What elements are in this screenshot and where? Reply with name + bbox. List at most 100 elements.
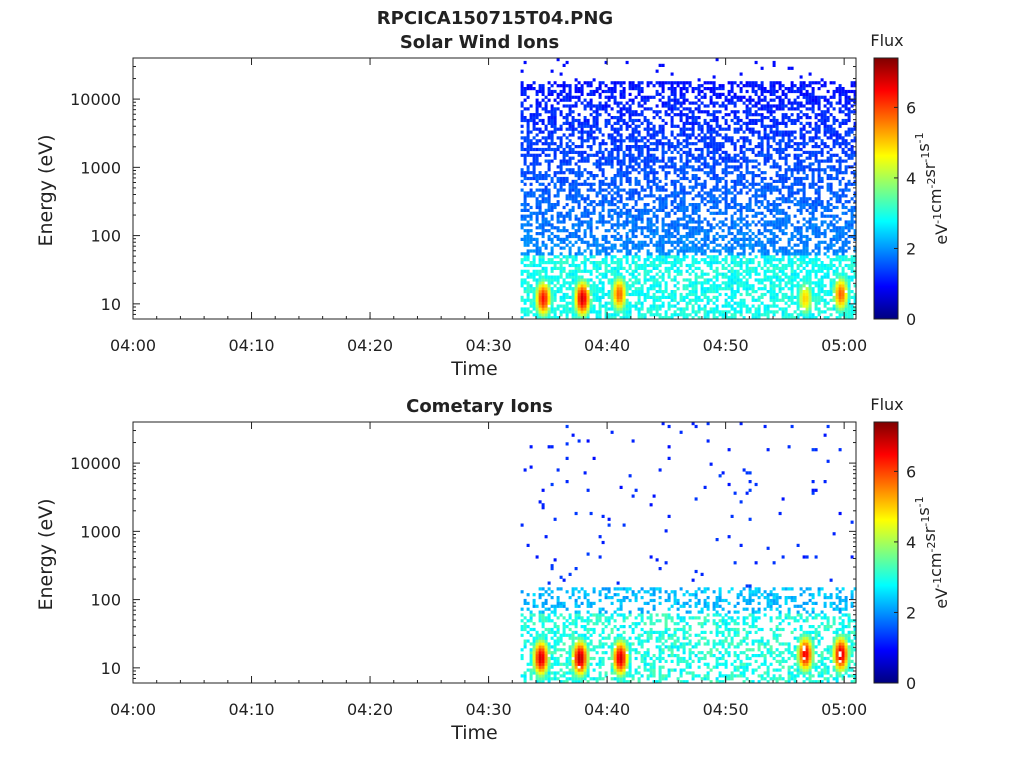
spectrogram-cell	[802, 133, 806, 137]
spectrogram-cell	[658, 240, 662, 244]
spectrogram-cell	[658, 98, 662, 102]
spectrogram-cell	[622, 284, 626, 288]
spectrogram-cell	[784, 104, 788, 108]
spectrogram-cell	[691, 133, 695, 137]
spectrogram-cell	[718, 211, 722, 215]
spectrogram-cell	[565, 214, 569, 218]
spectrogram-cell	[757, 136, 761, 140]
spectrogram-cell	[733, 165, 737, 169]
spectrogram-cell	[523, 200, 527, 204]
spectrogram-cell	[673, 226, 677, 230]
spectrogram-cell	[805, 290, 809, 294]
spectrogram-cell	[775, 133, 779, 137]
spectrogram-cell	[796, 147, 800, 152]
spectrogram-cell	[790, 232, 794, 236]
spectrogram-cell	[790, 237, 794, 241]
spectrogram-cell	[751, 284, 755, 288]
spectrogram-cell	[676, 133, 680, 137]
spectrogram-cell	[820, 295, 824, 299]
spectrogram-cell	[766, 237, 770, 241]
spectrogram-cell	[601, 287, 605, 291]
spectrogram-cell	[832, 127, 836, 131]
spectrogram-cell	[718, 252, 722, 256]
spectrogram-cell	[694, 292, 698, 297]
spectrogram-cell	[745, 287, 749, 291]
spectrogram-cell	[745, 147, 749, 152]
spectrogram-cell	[718, 84, 722, 88]
spectrogram-cell	[586, 290, 590, 294]
spectrogram-cell	[748, 142, 752, 146]
spectrogram-cell	[775, 249, 779, 253]
spectrogram-cell	[712, 240, 716, 244]
spectrogram-cell	[628, 272, 632, 276]
spectrogram-cell	[589, 92, 593, 96]
spectrogram-cell	[718, 179, 722, 183]
spectrogram-cell	[541, 107, 545, 111]
spectrogram-cell	[817, 200, 821, 204]
spectrogram-cell	[724, 261, 728, 265]
spectrogram-cell	[652, 284, 656, 288]
spectrogram-cell	[790, 107, 794, 111]
spectrogram-cell	[658, 197, 662, 201]
spectrogram-cell	[790, 278, 794, 282]
spectrogram-cell	[775, 205, 779, 210]
spectrogram-cell	[559, 313, 563, 317]
spectrogram-cell	[610, 203, 614, 207]
spectrogram-cell	[766, 203, 770, 207]
spectrogram-cell	[613, 301, 617, 305]
spectrogram-cell	[676, 269, 680, 273]
spectrogram-cell	[679, 182, 683, 186]
spectrogram-cell	[535, 153, 539, 157]
spectrogram-cell	[721, 229, 725, 233]
spectrogram-cell	[757, 313, 761, 317]
spectrogram-cell	[640, 139, 644, 143]
spectrogram-cell	[568, 234, 572, 239]
spectrogram-cell	[790, 266, 794, 270]
spectrogram-cell	[700, 287, 704, 291]
spectrogram-cell	[559, 261, 563, 265]
spectrogram-cell	[679, 176, 683, 181]
spectrogram-cell	[631, 191, 635, 195]
spectrogram-cell	[742, 110, 746, 114]
spectrogram-cell	[784, 214, 788, 218]
spectrogram-cell	[739, 304, 743, 308]
spectrogram-cell	[601, 174, 605, 178]
spectrogram-cell	[763, 255, 767, 259]
spectrogram-cell	[721, 220, 725, 224]
spectrogram-cell	[808, 92, 812, 96]
spectrogram-cell	[523, 147, 527, 152]
spectrogram-cell	[616, 145, 620, 149]
spectrogram-cell	[796, 266, 800, 270]
spectrogram-cell	[736, 304, 740, 308]
spectrogram-cell	[643, 272, 647, 276]
spectrogram-cell	[790, 258, 794, 262]
spectrogram-cell	[745, 269, 749, 273]
spectrogram-cell	[643, 261, 647, 265]
spectrogram-cell	[715, 205, 719, 210]
spectrogram-cell	[808, 139, 812, 143]
spectrogram-cell	[823, 145, 827, 149]
spectrogram-cell	[562, 162, 566, 166]
spectrogram-cell	[829, 113, 833, 117]
spectrogram-cell	[658, 116, 662, 120]
spectrogram-cell	[811, 87, 815, 91]
spectrogram-cell	[604, 162, 608, 166]
spectrogram-cell	[808, 307, 812, 311]
spectrogram-cell	[523, 176, 527, 181]
spectrogram-cell	[523, 203, 527, 207]
spectrogram-cell	[550, 266, 554, 270]
spectrogram-cell	[628, 179, 632, 183]
spectrogram-cell	[787, 200, 791, 204]
spectrogram-cell	[742, 217, 746, 221]
spectrogram-cell	[589, 203, 593, 207]
spectrogram-cell	[601, 258, 605, 262]
spectrogram-cell	[814, 188, 818, 192]
spectrogram-cell	[778, 281, 782, 285]
spectrogram-cell	[802, 243, 806, 247]
spectrogram-cell	[685, 249, 689, 253]
spectrogram-cell	[538, 223, 542, 227]
spectrogram-cell	[766, 269, 770, 273]
spectrogram-cell	[709, 307, 713, 311]
spectrogram-cell	[643, 127, 647, 131]
spectrogram-cell	[733, 142, 737, 146]
